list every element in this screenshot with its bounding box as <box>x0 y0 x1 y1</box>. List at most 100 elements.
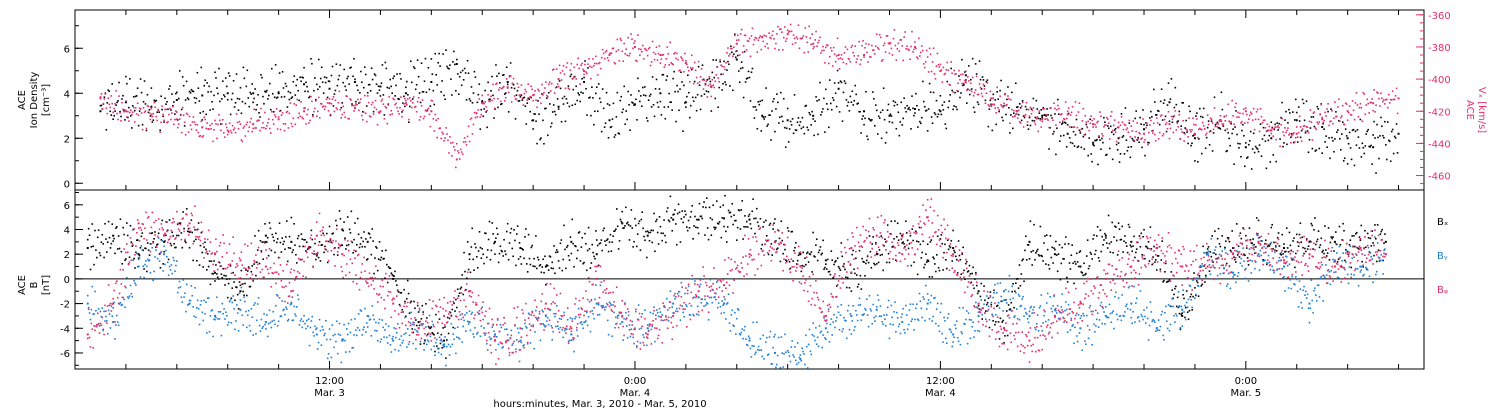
data-dot <box>1357 129 1359 131</box>
data-dot <box>1286 227 1288 229</box>
data-dot <box>584 233 586 235</box>
data-dot <box>187 230 189 232</box>
data-dot <box>784 127 786 129</box>
data-dot <box>517 328 519 330</box>
data-dot <box>832 65 834 67</box>
data-dot <box>213 129 215 131</box>
data-dot <box>456 143 458 145</box>
data-dot <box>1340 244 1342 246</box>
data-point <box>354 107 356 109</box>
data-dot <box>699 84 701 86</box>
data-dot <box>627 91 629 93</box>
data-dot <box>991 130 993 132</box>
data-dot <box>398 291 400 293</box>
data-dot <box>325 82 327 84</box>
y-tick-label-velocity: -360 <box>1428 11 1451 22</box>
data-dot <box>960 259 962 261</box>
data-dot <box>828 63 830 65</box>
data-dot <box>977 101 979 103</box>
data-dot <box>324 76 326 78</box>
data-dot <box>1146 122 1148 124</box>
data-dot <box>525 91 527 93</box>
data-point <box>430 81 432 83</box>
data-dot <box>330 239 332 241</box>
data-dot <box>773 222 775 224</box>
data-dot <box>891 220 893 222</box>
data-dot <box>795 42 797 44</box>
data-dot <box>780 261 782 263</box>
data-dot <box>481 306 483 308</box>
data-point <box>112 321 114 323</box>
data-dot <box>938 64 940 66</box>
data-dot <box>268 323 270 325</box>
data-dot <box>151 232 153 234</box>
data-point <box>838 88 840 90</box>
data-dot <box>202 135 204 137</box>
data-dot <box>386 264 388 266</box>
data-dot <box>271 320 273 322</box>
data-dot <box>619 38 621 40</box>
data-dot <box>118 324 120 326</box>
data-dot <box>432 324 434 326</box>
data-dot <box>1158 255 1160 257</box>
data-dot <box>412 98 414 100</box>
data-point <box>494 241 496 243</box>
data-dot <box>1324 112 1326 114</box>
data-dot <box>925 253 927 255</box>
data-dot <box>556 305 558 307</box>
data-dot <box>618 49 620 51</box>
data-dot <box>676 244 678 246</box>
data-dot <box>642 45 644 47</box>
data-dot <box>150 119 152 121</box>
data-dot <box>977 293 979 295</box>
data-dot <box>775 43 777 45</box>
data-dot <box>91 223 93 225</box>
data-dot <box>541 266 543 268</box>
data-dot <box>586 114 588 116</box>
data-dot <box>269 128 271 130</box>
data-dot <box>893 100 895 102</box>
data-dot <box>278 91 280 93</box>
data-dot <box>732 56 734 58</box>
data-dot <box>1055 241 1057 243</box>
data-dot <box>182 107 184 109</box>
data-dot <box>905 48 907 50</box>
data-dot <box>819 249 821 251</box>
data-dot <box>154 106 156 108</box>
data-dot <box>512 256 514 258</box>
data-dot <box>990 100 992 102</box>
data-dot <box>708 85 710 87</box>
data-dot <box>312 116 314 118</box>
data-dot <box>166 101 168 103</box>
data-dot <box>733 46 735 48</box>
data-dot <box>1065 101 1067 103</box>
data-dot <box>1002 320 1004 322</box>
data-dot <box>327 358 329 360</box>
data-dot <box>1032 110 1034 112</box>
data-dot <box>412 102 414 104</box>
data-dot <box>625 207 627 209</box>
data-dot <box>151 87 153 89</box>
data-dot <box>683 85 685 87</box>
data-dot <box>919 121 921 123</box>
data-dot <box>934 263 936 265</box>
data-dot <box>718 223 720 225</box>
data-dot <box>381 100 383 102</box>
data-dot <box>1123 240 1125 242</box>
data-dot <box>1165 263 1167 265</box>
data-dot <box>743 226 745 228</box>
data-dot <box>198 87 200 89</box>
data-dot <box>268 95 270 97</box>
data-dot <box>753 106 755 108</box>
data-dot <box>983 285 985 287</box>
data-dot <box>141 92 143 94</box>
data-dot <box>252 128 254 130</box>
data-dot <box>706 197 708 199</box>
data-dot <box>781 31 783 33</box>
data-dot <box>1082 120 1084 122</box>
data-dot <box>271 68 273 70</box>
series-by <box>87 234 1387 369</box>
data-dot <box>593 65 595 67</box>
data-dot <box>364 95 366 97</box>
data-dot <box>1080 250 1082 252</box>
